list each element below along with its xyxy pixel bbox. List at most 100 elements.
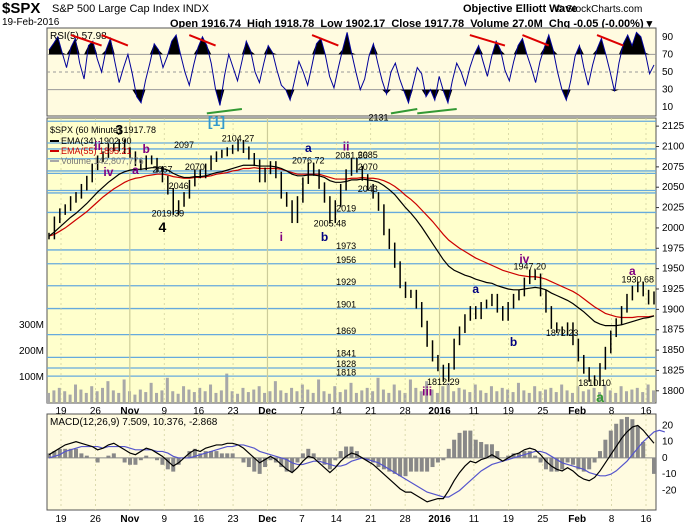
macd-histogram-bar [473,439,478,458]
macd-histogram-bar [608,430,613,458]
rsi-title: RSI(5) 57.98 [50,31,107,42]
volume-bar [198,387,202,403]
volume-bar [452,391,456,403]
volume-bar [257,386,261,403]
volume-bar [446,382,450,403]
macd-histogram-bar [268,457,273,461]
chart-header: $SPX S&P 500 Large Cap Index INDX 19-Feb… [0,0,700,30]
volume-bar [47,392,50,403]
macd-histogram-bar [630,419,635,458]
wave-label: a [472,282,479,296]
ticker-symbol: $SPX [2,0,41,17]
price-tick-label: 2125 [662,121,685,132]
volume-bar [403,392,407,403]
volume-bar [392,384,396,403]
macd-histogram-bar [192,448,197,458]
macd-histogram-bar [52,451,57,458]
rsi-panel [46,27,657,117]
macd-histogram-bar [230,453,235,458]
macd-histogram-bar [468,430,473,458]
volume-bar [236,393,240,403]
macd-histogram-bar [381,457,386,470]
volume-bar [506,389,510,403]
volume-bar [165,377,169,403]
price-label: 2019.39 [152,209,185,219]
volume-bar [209,384,213,403]
macd-x-tick-label: 11 [469,514,480,525]
volume-bar [171,391,175,403]
rsi-tick-label: 50 [662,67,674,78]
volume-bar [630,389,634,403]
volume-bar [435,392,439,403]
volume-bar [241,387,245,403]
volume-bar [538,391,542,403]
volume-bar [543,389,547,403]
wave-label: b [143,142,150,156]
volume-bar [133,394,137,403]
macd-histogram-bar [176,457,181,465]
macd-histogram-bar [63,448,68,458]
macd-tick-label: 10 [662,437,674,448]
volume-bar [635,387,639,403]
volume-tick-label: 300M [19,320,44,331]
price-label: 1901 [336,300,356,310]
macd-histogram-bar [462,430,467,458]
macd-histogram-bar [203,451,208,458]
macd-histogram-bar [592,457,597,463]
volume-bar [317,379,321,403]
macd-histogram-bar [641,441,646,458]
macd-histogram-bar [84,455,89,458]
macd-histogram-bar [144,455,149,458]
macd-x-tick-label: 25 [537,514,549,525]
volume-bar [554,392,558,403]
volume-bar [425,381,429,403]
price-x-tick-label: Dec [258,406,277,417]
volume-bar [457,387,461,403]
volume-bar [462,389,466,403]
wave-label: iv [519,252,529,266]
volume-bar [376,377,380,403]
macd-histogram-bar [155,457,160,461]
macd-histogram-bar [241,457,246,463]
price-x-tick-label: 26 [90,406,102,417]
volume-bar [111,390,115,403]
header-title: Objective Elliott Wave [463,3,578,15]
macd-histogram-bar [171,457,176,472]
price-tick-label: 2025 [662,203,685,214]
wave-label: ii [94,139,101,153]
macd-panel [46,413,657,511]
volume-bar [614,392,618,403]
macd-tick-label: 20 [662,420,674,431]
price-label: 2097 [174,140,194,150]
macd-histogram-bar [398,457,403,477]
macd-histogram-bar [214,451,219,458]
volume-bar [117,392,121,403]
price-x-tick-label: 16 [640,406,652,417]
rsi-divergence-line [311,34,339,47]
price-tick-label: 1875 [662,325,685,336]
macd-histogram-bar [219,453,224,458]
price-tick-label: 1825 [662,365,685,376]
wave-label: i [280,230,283,244]
volume-bar [365,387,369,403]
volume-bar [225,373,229,403]
wave-label: [1] [208,113,225,129]
macd-histogram-bar [506,455,511,458]
volume-bar [522,390,526,403]
price-tick-label: 1925 [662,284,685,295]
macd-x-tick-label: 23 [227,514,239,525]
volume-bar [565,390,569,403]
volume-bar [263,392,267,403]
price-title: $SPX (60 Minute) 1917.78 [50,125,156,135]
header-ohlc: Open 1916.74 High 1918.78 Low 1902.17 Cl… [170,18,653,30]
macd-histogram-bar [311,453,316,458]
macd-x-tick-label: 26 [90,514,102,525]
macd-histogram-bar [403,457,408,477]
volume-bar [214,392,218,403]
volume-bar [268,391,272,403]
macd-histogram-bar [452,439,457,458]
rsi-tick-label: 90 [662,32,674,43]
volume-bar [63,391,67,403]
price-label: 2085 [358,150,378,160]
volume-bar [230,391,234,403]
